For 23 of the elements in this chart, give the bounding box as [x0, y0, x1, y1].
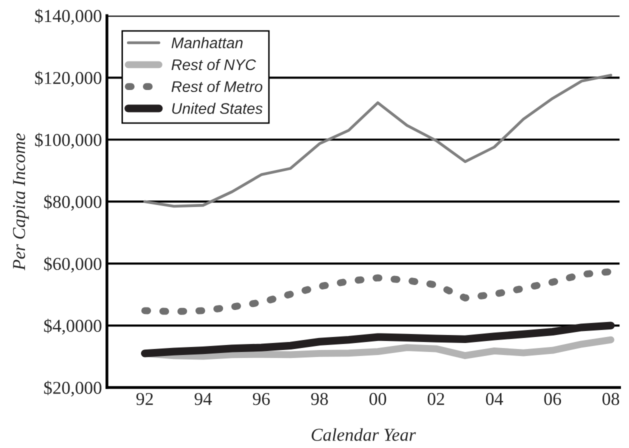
y-tick-label: $120,000	[35, 70, 102, 87]
x-tick-label: 00	[369, 392, 386, 406]
y-axis-title: Per Capita Income	[13, 133, 29, 270]
x-tick-label: 92	[136, 392, 153, 406]
y-tick-label: $60,000	[44, 256, 102, 273]
y-tick-label: $140,000	[35, 8, 102, 25]
legend-label: Rest of NYC	[172, 58, 256, 70]
x-tick-label: 98	[311, 392, 328, 406]
x-tick-label: 04	[486, 392, 504, 406]
legend-label: Manhattan	[172, 37, 243, 48]
x-tick-label: 96	[252, 392, 270, 406]
y-tick-label: $4,0000	[44, 318, 102, 335]
y-tick-label: $80,000	[44, 194, 102, 211]
x-tick-label: 94	[194, 392, 212, 406]
legend-label: Rest of Metro	[172, 80, 262, 92]
x-tick-label: 02	[428, 392, 444, 406]
line-series	[143, 74, 612, 208]
legend-label: United States	[172, 102, 263, 114]
x-axis-title: Calendar Year	[312, 428, 416, 441]
y-tick-label: $20,000	[44, 380, 102, 397]
y-tick-label: $100,000	[35, 132, 102, 149]
x-tick-label: 06	[544, 392, 562, 406]
x-tick-label: 08	[602, 392, 620, 406]
